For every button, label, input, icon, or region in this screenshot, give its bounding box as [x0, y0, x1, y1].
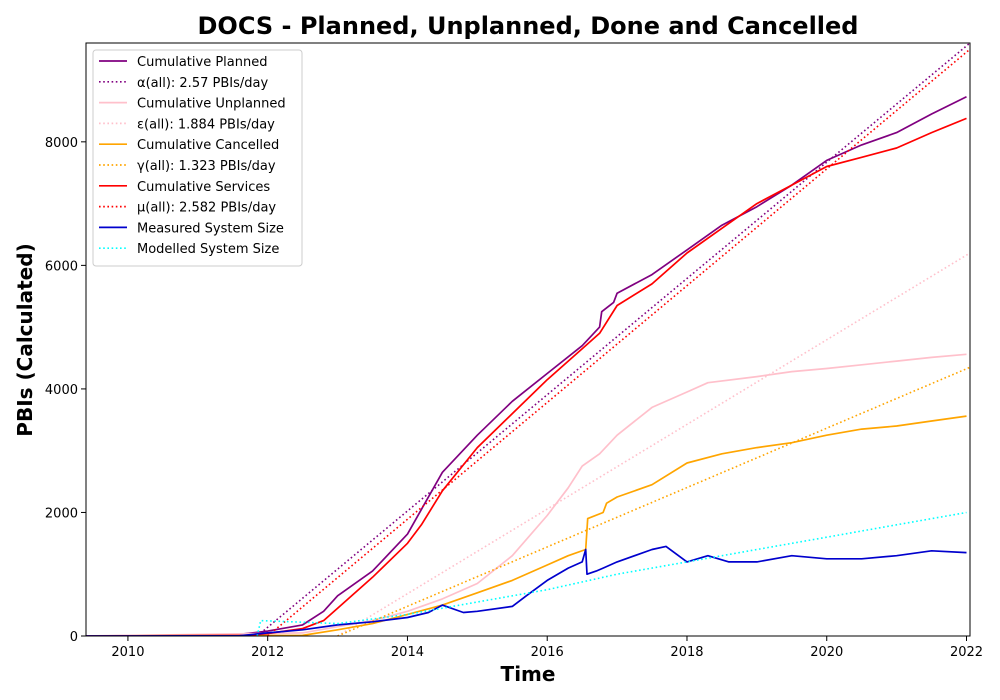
x-tick-label: 2010 [111, 645, 144, 660]
series-line-measured-system-size [86, 545, 967, 636]
y-tick-label: 6000 [45, 259, 78, 274]
legend-label: μ(all): 2.582 PBIs/day [137, 201, 276, 216]
legend-label: Measured System Size [137, 221, 284, 236]
legend-label: Cumulative Planned [137, 55, 267, 70]
legend-label: Cumulative Cancelled [137, 138, 279, 153]
x-tick-label: 2020 [810, 645, 843, 660]
plot-frame [85, 42, 971, 637]
series-line-modelled-system-size [256, 511, 967, 636]
plot-lines [86, 43, 970, 636]
x-tick-label: 2016 [531, 645, 564, 660]
x-tick-label: 2014 [391, 645, 424, 660]
legend-label: γ(all): 1.323 PBIs/day [137, 159, 276, 174]
x-tick-label: 2012 [251, 645, 284, 660]
y-axis-label: PBIs (Calculated) [13, 243, 37, 436]
y-tick-label: 4000 [45, 383, 78, 398]
series-line-cumulative-services [86, 117, 967, 636]
x-tick-label: 2018 [670, 645, 703, 660]
legend-label: Modelled System Size [137, 242, 279, 257]
legend-box [92, 49, 303, 267]
y-axis: 0 2000 4000 6000 8000 [45, 136, 86, 645]
legend-label: Cumulative Services [137, 180, 270, 195]
legend: Cumulative Planned α(all): 2.57 PBIs/day C… [92, 49, 303, 267]
legend-label: α(all): 2.57 PBIs/day [137, 76, 268, 91]
series-line-cumulative-unplanned [86, 353, 967, 636]
x-tick-label: 2022 [950, 645, 983, 660]
series-line-all-1-884-pbis-day [337, 252, 970, 636]
legend-label: ε(all): 1.884 PBIs/day [137, 117, 275, 132]
x-axis-label: Time [501, 662, 556, 686]
chart-title: DOCS - Planned, Unplanned, Done and Canc… [198, 12, 859, 40]
series-line-all-1-323-pbis-day [337, 366, 970, 636]
y-tick-label: 2000 [45, 506, 78, 521]
series-line-cumulative-cancelled [86, 415, 967, 636]
legend-label: Cumulative Unplanned [137, 97, 286, 112]
y-tick-label: 8000 [45, 136, 78, 151]
series-line-all-2-582-pbis-day [267, 48, 970, 636]
y-tick-label: 0 [70, 630, 78, 645]
series-line-cumulative-planned [86, 95, 967, 636]
x-axis: 2010 2012 2014 2016 2018 2020 2022 [111, 636, 983, 660]
